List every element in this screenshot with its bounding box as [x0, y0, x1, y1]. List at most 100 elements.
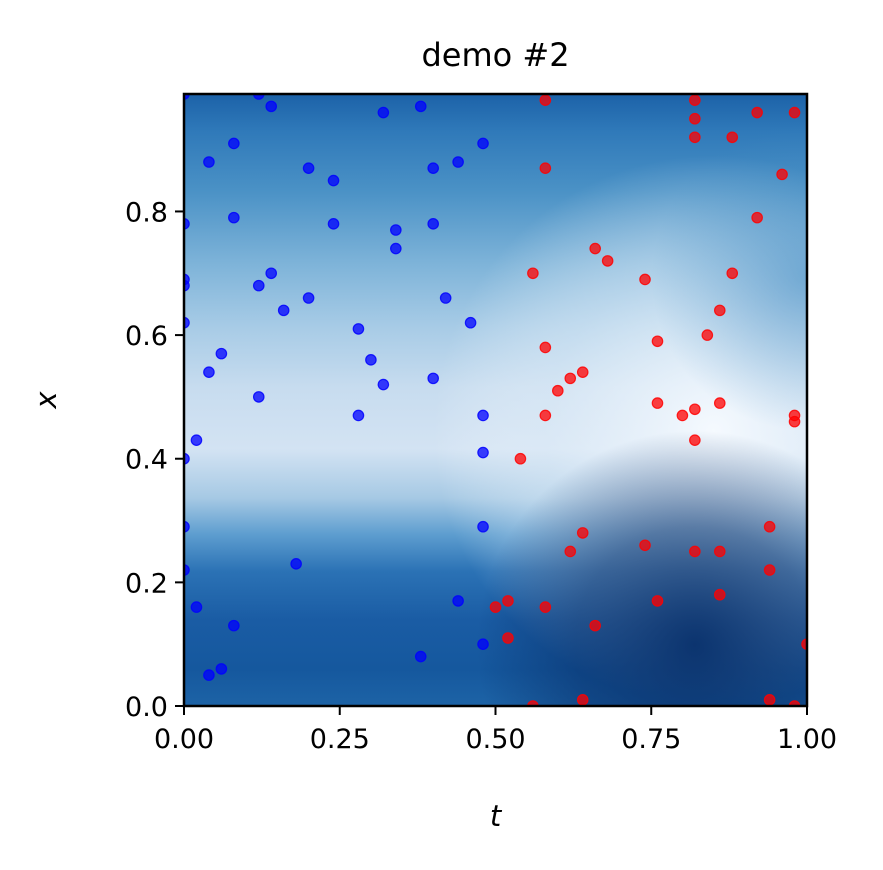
data-point: [763, 694, 776, 706]
data-point: [576, 694, 589, 706]
data-point: [477, 409, 489, 422]
data-point: [527, 267, 539, 280]
data-point: [377, 106, 390, 119]
data-point: [539, 94, 552, 106]
data-point: [689, 434, 701, 446]
data-point: [502, 595, 514, 607]
data-point: [377, 378, 390, 391]
x-tick-label: 0.00: [154, 724, 214, 755]
data-point: [502, 632, 514, 644]
data-point: [427, 218, 439, 230]
data-point: [427, 372, 439, 385]
y-tick-label: 0.8: [125, 197, 168, 228]
data-point: [713, 304, 726, 317]
data-point: [589, 619, 601, 632]
data-point: [639, 273, 651, 286]
heatmap-background: [184, 94, 807, 706]
data-point: [477, 520, 489, 533]
data-point: [689, 545, 701, 558]
x-tick-label: 0.50: [465, 724, 525, 755]
data-point: [228, 137, 240, 150]
data-point: [477, 137, 489, 150]
data-point: [390, 242, 402, 255]
data-point: [327, 174, 340, 187]
data-point: [701, 329, 714, 341]
data-point: [763, 564, 776, 576]
data-point: [576, 366, 589, 378]
data-point: [751, 211, 763, 224]
data-point: [215, 663, 228, 675]
data-point: [252, 279, 265, 292]
data-point: [726, 131, 739, 144]
data-point: [651, 595, 664, 607]
data-point: [327, 218, 340, 230]
data-point: [539, 601, 552, 613]
data-point: [477, 638, 489, 650]
data-point: [651, 335, 664, 348]
data-point: [551, 384, 564, 397]
x-tick-label: 0.75: [621, 724, 681, 755]
data-point: [689, 112, 701, 125]
y-tick-label: 0.4: [125, 445, 168, 476]
data-point: [763, 520, 776, 533]
data-point: [539, 162, 552, 174]
y-tick-label: 0.0: [125, 692, 168, 723]
data-point: [452, 156, 464, 168]
data-point: [228, 619, 240, 632]
data-point: [427, 162, 439, 174]
data-point: [639, 539, 651, 552]
data-point: [514, 452, 527, 465]
data-point: [651, 397, 664, 409]
y-tick-label: 0.6: [125, 321, 168, 352]
data-point: [713, 397, 726, 409]
data-point: [539, 341, 552, 354]
data-point: [788, 106, 801, 119]
data-point: [302, 292, 315, 304]
data-point: [365, 354, 377, 366]
data-point: [277, 304, 290, 317]
data-point: [265, 267, 278, 280]
data-point: [464, 316, 477, 329]
x-axis-label: t: [490, 799, 503, 833]
data-point: [452, 595, 464, 607]
data-point: [713, 545, 726, 558]
data-point: [252, 391, 265, 403]
data-point: [190, 434, 203, 446]
data-point: [390, 224, 402, 236]
data-point: [689, 403, 701, 416]
data-point: [265, 100, 278, 113]
scatter-points: [184, 94, 807, 706]
data-point: [215, 347, 228, 360]
x-axis: 0.00 0.25 0.50 0.75 1.00: [154, 706, 837, 755]
data-point: [689, 94, 701, 106]
data-point: [776, 168, 788, 181]
data-point: [539, 409, 552, 422]
data-point: [352, 323, 365, 335]
y-axis-label: x: [29, 391, 63, 410]
data-point: [228, 211, 240, 224]
data-point: [564, 545, 577, 558]
data-point: [352, 409, 365, 422]
data-point: [751, 106, 763, 119]
y-axis: 0.0 0.2 0.4 0.6 0.8: [125, 197, 184, 723]
x-tick-label: 0.25: [310, 724, 370, 755]
data-point: [576, 527, 589, 539]
data-point: [788, 415, 801, 428]
data-point: [601, 255, 614, 267]
data-point: [689, 131, 701, 144]
data-point: [564, 372, 577, 385]
data-point: [414, 650, 427, 663]
data-point: [414, 100, 427, 113]
data-point: [439, 292, 452, 304]
data-point: [190, 601, 203, 613]
data-point: [489, 601, 502, 613]
data-point: [203, 156, 215, 168]
data-point: [713, 588, 726, 601]
heatmap-layer: [184, 94, 807, 706]
chart-title: demo #2: [421, 36, 569, 74]
data-point: [290, 558, 302, 570]
data-point: [477, 446, 489, 459]
data-point: [203, 366, 215, 378]
